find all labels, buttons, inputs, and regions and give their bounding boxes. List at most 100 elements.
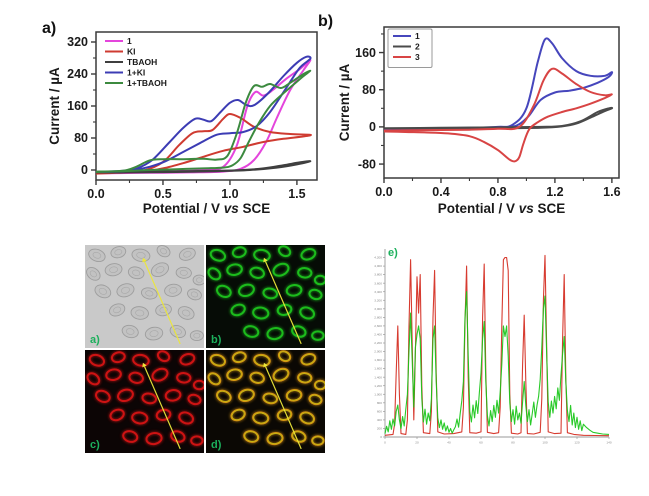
cells	[86, 245, 204, 342]
legend: 123	[387, 28, 433, 68]
profile-arrow	[143, 366, 181, 450]
svg-text:-80: -80	[358, 157, 376, 171]
panel-e-label: e)	[388, 247, 398, 259]
svg-text:40: 40	[447, 441, 451, 445]
profile-arrow	[143, 261, 181, 345]
series-1+KI	[96, 55, 312, 173]
svg-text:0.5: 0.5	[154, 187, 171, 201]
micro-panel-a: a)	[85, 245, 204, 348]
svg-text:4,000: 4,000	[374, 264, 382, 268]
svg-text:80: 80	[511, 441, 515, 445]
micro-panel-c: c)	[85, 350, 204, 453]
profile-arrow-head	[263, 257, 268, 263]
micro-panel-label: c)	[90, 439, 100, 451]
cells	[206, 245, 325, 342]
profile-arrow	[264, 261, 302, 345]
svg-text:4,200: 4,200	[374, 256, 382, 260]
cv-chart-a: 0.0 0.5 1.0 1.5 0 80 160 240 320 Current / µA Pote…	[46, 26, 326, 216]
panel-a-label: a)	[42, 20, 57, 37]
micro-panel-label: d)	[211, 439, 222, 451]
cells	[85, 350, 204, 447]
micro-panel-b: b)	[206, 245, 325, 348]
series-KI	[96, 113, 312, 175]
svg-text:0.4: 0.4	[432, 185, 449, 199]
svg-text:TBAOH: TBAOH	[127, 57, 157, 67]
svg-text:140: 140	[606, 441, 611, 445]
svg-text:3: 3	[415, 52, 420, 62]
svg-text:3,200: 3,200	[374, 298, 382, 302]
svg-text:1+TBAOH: 1+TBAOH	[127, 78, 167, 88]
svg-text:2,400: 2,400	[374, 333, 382, 337]
svg-text:0.0: 0.0	[375, 185, 392, 199]
svg-text:1,200: 1,200	[374, 384, 382, 388]
svg-text:160: 160	[355, 46, 376, 60]
svg-text:1.0: 1.0	[221, 187, 238, 201]
x-axis-label: Potential / V vs SCE	[143, 201, 271, 216]
svg-text:0: 0	[384, 441, 386, 445]
profile-arrow	[264, 366, 302, 450]
svg-text:0.8: 0.8	[489, 185, 506, 199]
svg-text:1: 1	[415, 31, 420, 41]
svg-text:1.5: 1.5	[288, 187, 305, 201]
svg-text:3,800: 3,800	[374, 273, 382, 277]
micro-panel-label: a)	[90, 334, 100, 346]
svg-text:1.6: 1.6	[603, 185, 620, 199]
svg-text:80: 80	[362, 83, 376, 97]
svg-text:KI: KI	[127, 47, 136, 57]
series-red-channel	[384, 254, 610, 437]
series-3	[384, 67, 613, 163]
svg-text:0.0: 0.0	[87, 187, 104, 201]
axes: 0.0 0.5 1.0 1.5 0 80 160 240 320	[67, 35, 305, 201]
series-group	[96, 55, 312, 175]
intensity-profile-chart: 0 200 400 600 800 1,000 1,200 1,400 1,600 1,800 2,…	[371, 243, 614, 450]
svg-text:1.2: 1.2	[546, 185, 563, 199]
svg-text:2: 2	[415, 42, 420, 52]
svg-text:0: 0	[369, 120, 376, 134]
cv-a-svg: 0.0 0.5 1.0 1.5 0 80 160 240 320 Current / µA Pote…	[47, 31, 318, 216]
series-green-channel	[384, 291, 610, 435]
svg-text:320: 320	[67, 35, 88, 49]
micro-panel-label: b)	[211, 334, 222, 346]
svg-text:120: 120	[574, 441, 579, 445]
svg-text:80: 80	[74, 131, 88, 145]
svg-text:1+KI: 1+KI	[127, 68, 145, 78]
svg-text:3,000: 3,000	[374, 307, 382, 311]
cv-chart-b: 0.0 0.4 0.8 1.2 1.6 -80 0 80 160 Current / µA Pote…	[336, 20, 628, 216]
microscopy-grid: a) b) c) d)	[85, 245, 325, 453]
svg-text:1,000: 1,000	[374, 392, 382, 396]
svg-text:1,400: 1,400	[374, 375, 382, 379]
svg-text:3,600: 3,600	[374, 281, 382, 285]
svg-text:240: 240	[67, 67, 88, 81]
plot-frame	[383, 26, 620, 179]
svg-text:1: 1	[127, 36, 132, 46]
svg-text:60: 60	[479, 441, 483, 445]
axes: 02004006008001,0001,2001,4001,6001,8002,…	[374, 249, 612, 445]
micro-panel-d: d)	[206, 350, 325, 453]
panel-b-label: b)	[318, 13, 334, 30]
profile-arrow-head	[142, 257, 147, 263]
x-axis-label: Potential / V vs SCE	[438, 201, 566, 216]
svg-text:600: 600	[377, 409, 382, 413]
svg-text:1,800: 1,800	[374, 358, 382, 362]
svg-text:160: 160	[67, 99, 88, 113]
svg-text:100: 100	[542, 441, 547, 445]
cells	[206, 350, 325, 447]
svg-text:200: 200	[377, 427, 382, 431]
series-TBAOH	[96, 160, 312, 174]
svg-text:1,600: 1,600	[374, 367, 382, 371]
series-2	[384, 106, 614, 130]
axes: 0.0 0.4 0.8 1.2 1.6 -80 0 80 160	[355, 33, 621, 199]
y-axis-label: Current / µA	[47, 67, 62, 145]
svg-text:2,000: 2,000	[374, 350, 382, 354]
svg-text:3,400: 3,400	[374, 290, 382, 294]
series-1	[384, 37, 614, 130]
svg-text:20: 20	[415, 441, 419, 445]
series-1+TBAOH	[96, 69, 312, 173]
y-axis-label: Current / µA	[337, 63, 352, 141]
svg-text:2,800: 2,800	[374, 315, 382, 319]
profile-arrow-head	[142, 362, 147, 368]
svg-text:0: 0	[81, 163, 88, 177]
